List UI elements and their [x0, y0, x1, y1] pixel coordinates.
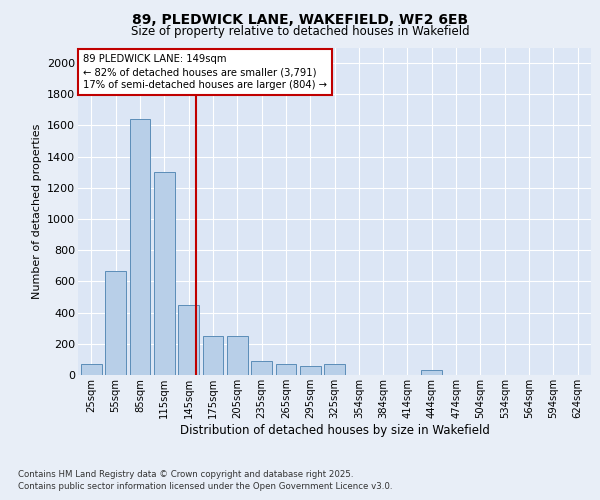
Bar	[251, 361, 272, 375]
Y-axis label: Number of detached properties: Number of detached properties	[32, 124, 41, 299]
Text: Contains HM Land Registry data © Crown copyright and database right 2025.: Contains HM Land Registry data © Crown c…	[18, 470, 353, 479]
Bar	[81, 364, 102, 375]
Bar	[178, 305, 199, 375]
Text: 89, PLEDWICK LANE, WAKEFIELD, WF2 6EB: 89, PLEDWICK LANE, WAKEFIELD, WF2 6EB	[132, 12, 468, 26]
X-axis label: Distribution of detached houses by size in Wakefield: Distribution of detached houses by size …	[179, 424, 490, 436]
Bar	[300, 366, 320, 375]
Text: Contains public sector information licensed under the Open Government Licence v3: Contains public sector information licen…	[18, 482, 392, 491]
Bar	[106, 270, 126, 375]
Bar	[421, 370, 442, 375]
Bar	[324, 364, 345, 375]
Bar	[130, 119, 151, 375]
Text: Size of property relative to detached houses in Wakefield: Size of property relative to detached ho…	[131, 25, 469, 38]
Bar	[154, 172, 175, 375]
Bar	[275, 364, 296, 375]
Bar	[227, 336, 248, 375]
Text: 89 PLEDWICK LANE: 149sqm
← 82% of detached houses are smaller (3,791)
17% of sem: 89 PLEDWICK LANE: 149sqm ← 82% of detach…	[83, 54, 327, 90]
Bar	[203, 336, 223, 375]
